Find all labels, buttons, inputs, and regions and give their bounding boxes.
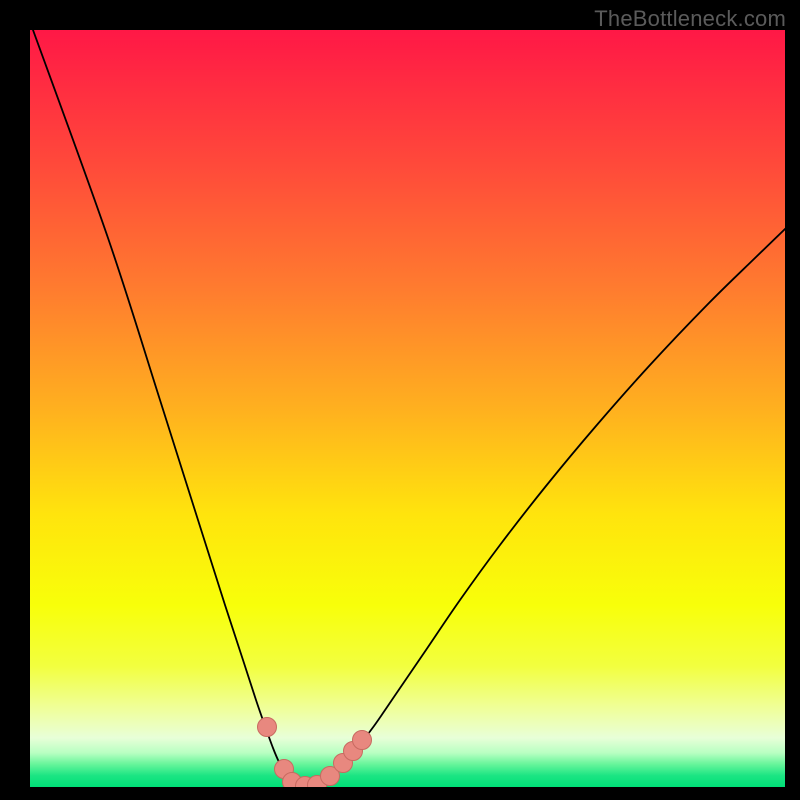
watermark-text: TheBottleneck.com — [594, 6, 786, 32]
bottleneck-curve — [30, 30, 785, 787]
curve-marker — [352, 730, 372, 750]
curve-marker — [257, 717, 277, 737]
curve-path — [33, 30, 785, 787]
plot-area — [30, 30, 785, 787]
